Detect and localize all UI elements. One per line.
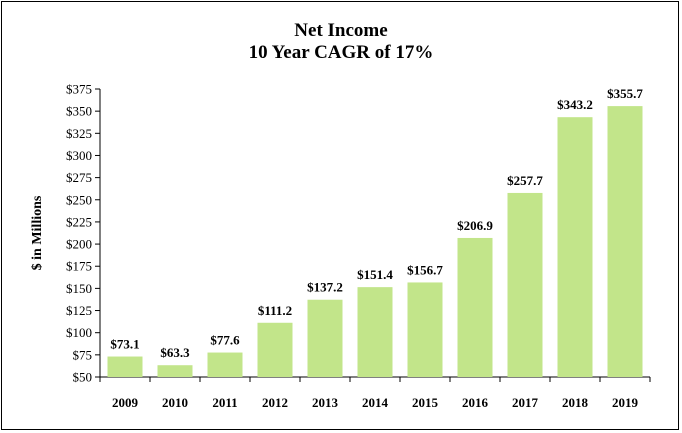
bar-2013 bbox=[307, 299, 343, 377]
x-tick-label-2019: 2019 bbox=[612, 395, 639, 410]
y-tick-label: $225 bbox=[66, 214, 92, 229]
y-tick-label: $125 bbox=[66, 303, 92, 318]
y-tick-label: $150 bbox=[66, 281, 92, 296]
data-label-2015: $156.7 bbox=[407, 262, 443, 277]
x-tick-label-2016: 2016 bbox=[462, 395, 489, 410]
y-tick-label: $50 bbox=[73, 370, 93, 385]
data-label-2012: $111.2 bbox=[258, 303, 292, 318]
x-tick-label-2018: 2018 bbox=[562, 395, 589, 410]
x-tick-label-2012: 2012 bbox=[262, 395, 288, 410]
data-label-2018: $343.2 bbox=[557, 97, 593, 112]
y-tick-label: $175 bbox=[66, 259, 92, 274]
y-tick-label: $250 bbox=[66, 192, 92, 207]
x-tick-label-2014: 2014 bbox=[362, 395, 389, 410]
bar-2014 bbox=[357, 287, 393, 377]
y-tick-label: $75 bbox=[73, 347, 93, 362]
x-tick-label-2017: 2017 bbox=[512, 395, 539, 410]
y-tick-label: $325 bbox=[66, 126, 92, 141]
x-tick-label-2011: 2011 bbox=[212, 395, 237, 410]
chart-subtitle: 10 Year CAGR of 17% bbox=[248, 42, 434, 63]
bar-2009 bbox=[107, 356, 143, 377]
y-tick-label: $275 bbox=[66, 170, 92, 185]
data-label-2010: $63.3 bbox=[160, 345, 190, 360]
x-tick-label-2009: 2009 bbox=[112, 395, 139, 410]
data-label-2017: $257.7 bbox=[507, 173, 543, 188]
y-tick-label: $200 bbox=[66, 237, 92, 252]
bar-2010 bbox=[157, 365, 193, 377]
bars bbox=[107, 106, 643, 378]
data-label-2014: $151.4 bbox=[357, 267, 393, 282]
chart-title: Net Income bbox=[294, 20, 388, 41]
data-label-2016: $206.9 bbox=[457, 218, 493, 233]
y-tick-label: $300 bbox=[66, 148, 92, 163]
data-labels: $73.1 $63.3 $77.6 $111.2 $137.2 $151.4 $156.7 $… bbox=[110, 86, 643, 360]
bar-2012 bbox=[257, 322, 293, 377]
x-tick-label-2010: 2010 bbox=[162, 395, 188, 410]
data-label-2013: $137.2 bbox=[307, 280, 343, 295]
bar-2017 bbox=[507, 192, 543, 377]
y-tick-label: $350 bbox=[66, 104, 92, 119]
x-axis: 2009 2010 2011 2012 2013 2014 2015 2016 2017 2018… bbox=[99, 376, 651, 410]
y-tick-label: $100 bbox=[66, 325, 92, 340]
data-label-2009: $73.1 bbox=[110, 337, 139, 352]
bar-2019 bbox=[607, 106, 643, 377]
y-tick-label: $375 bbox=[66, 82, 92, 97]
x-tick-label-2015: 2015 bbox=[412, 395, 439, 410]
bar-2018 bbox=[557, 117, 593, 378]
bar-2016 bbox=[457, 237, 493, 377]
x-tick-label-2013: 2013 bbox=[312, 395, 339, 410]
bar-2015 bbox=[407, 282, 443, 377]
data-label-2019: $355.7 bbox=[607, 86, 643, 101]
y-axis: $50 $75 $100 $125 $150 $175 $200 $225 $250 $275 $3… bbox=[66, 82, 101, 385]
data-label-2011: $77.6 bbox=[210, 333, 240, 348]
bar-2011 bbox=[207, 352, 243, 377]
y-axis-title: $ in Millions bbox=[30, 195, 45, 270]
